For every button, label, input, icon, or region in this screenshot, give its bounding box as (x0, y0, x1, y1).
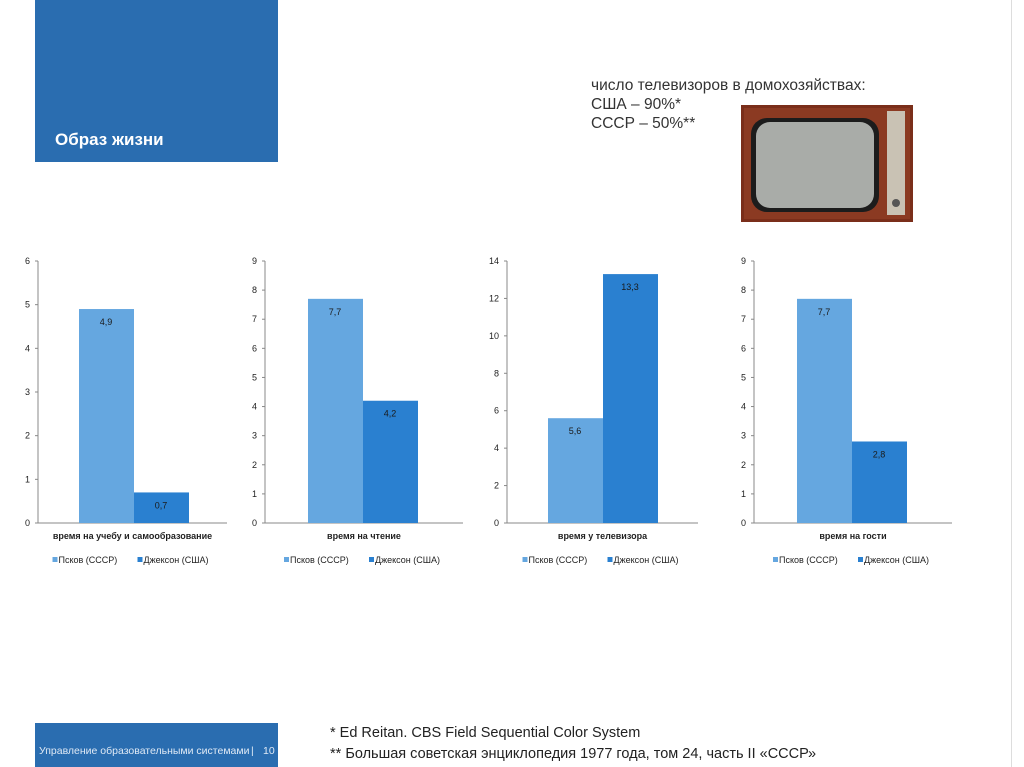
y-tick-label: 6 (741, 343, 746, 353)
data-label: 4,9 (100, 317, 113, 327)
bar-jackson (852, 441, 907, 523)
y-tick-label: 4 (494, 443, 499, 453)
bar-chart-2: 0 1 2 3 4 5 6 7 8 9 7,7 Псков (СССР) 4,2 Джексон (США… (252, 256, 463, 565)
y-tick-label: 1 (252, 489, 257, 499)
y-tick-label: 7 (252, 314, 257, 324)
y-tick-label: 8 (494, 368, 499, 378)
legend-label: Псков (СССР) (290, 555, 349, 565)
bar-jackson (603, 274, 658, 523)
y-tick-label: 5 (252, 372, 257, 382)
slide-border (1011, 0, 1012, 767)
legend-label: Джексон (США) (375, 555, 440, 565)
y-tick-label: 0 (25, 518, 30, 528)
page-number: 10 (263, 745, 275, 757)
legend-label: Псков (СССР) (59, 555, 118, 565)
legend-swatch (369, 557, 374, 562)
y-tick-label: 0 (252, 518, 257, 528)
category-label: время на учебу и самообразование (53, 531, 212, 541)
y-tick-label: 12 (489, 293, 499, 303)
y-tick-label: 4 (252, 402, 257, 412)
y-tick-label: 3 (741, 431, 746, 441)
y-tick-label: 7 (741, 314, 746, 324)
y-tick-label: 5 (741, 372, 746, 382)
bar-pskov (797, 298, 852, 523)
y-tick-label: 6 (25, 256, 30, 266)
bar-pskov (79, 309, 134, 523)
y-tick-label: 3 (252, 431, 257, 441)
legend-swatch (522, 557, 528, 562)
y-tick-label: 8 (741, 285, 746, 295)
footnote: * Ed Reitan. CBS Field Sequential Color … (330, 725, 641, 741)
y-tick-label: 1 (25, 474, 30, 484)
vintage-tv-image (741, 105, 913, 222)
y-tick-label: 9 (741, 256, 746, 266)
y-tick-label: 2 (252, 460, 257, 470)
y-tick-label: 9 (252, 256, 257, 266)
bar-jackson (134, 492, 189, 523)
legend-swatch (137, 557, 143, 562)
bar-chart-4: 0 1 2 3 4 5 6 7 8 9 7,7 Псков (СССР) 2,8 Джексон (США… (741, 256, 952, 565)
y-tick-label: 5 (25, 300, 30, 310)
y-tick-label: 2 (25, 431, 30, 441)
legend-label: Псков (СССР) (529, 555, 588, 565)
legend-label: Джексон (США) (144, 555, 209, 565)
tv-ownership-info: число телевизоров в домохозяйствах: США … (591, 76, 866, 133)
data-label: 7,7 (818, 307, 831, 317)
y-tick-label: 6 (252, 343, 257, 353)
data-label: 4,2 (384, 409, 397, 419)
bar-chart-1: 0 1 2 3 4 5 6 4,9 Псков (СССР) 0,7 Джексон (США) вр… (25, 256, 227, 565)
data-label: 5,6 (569, 426, 582, 436)
header-banner: Образ жизни (35, 0, 278, 162)
info-line: СССР – 50%** (591, 115, 696, 132)
data-label: 7,7 (329, 307, 342, 317)
y-tick-label: 6 (494, 406, 499, 416)
y-tick-label: 10 (489, 331, 499, 341)
info-line: число телевизоров в домохозяйствах: (591, 77, 866, 94)
y-tick-label: 0 (494, 518, 499, 528)
footer-text: Управление образовательными системами (39, 745, 250, 757)
data-label: 0,7 (155, 500, 168, 510)
data-label: 13,3 (621, 282, 639, 292)
y-tick-label: 4 (25, 343, 30, 353)
footer-bar: Управление образовательными системами | … (35, 723, 278, 767)
category-label: время на чтение (327, 531, 401, 541)
y-tick-label: 1 (741, 489, 746, 499)
legend-label: Джексон (США) (614, 555, 679, 565)
bar-chart-3: 0 2 4 6 8 10 12 14 5,6 Псков (СССР) 13,3 Джексон (С… (489, 256, 698, 565)
y-tick-label: 14 (489, 256, 499, 266)
info-line: США – 90%* (591, 96, 682, 113)
footnote: ** Большая советская энциклопедия 1977 г… (330, 746, 817, 762)
page-title: Образ жизни (55, 130, 164, 149)
legend-label: Джексон (США) (864, 555, 929, 565)
footer-separator: | (251, 745, 254, 757)
y-tick-label: 8 (252, 285, 257, 295)
legend-label: Псков (СССР) (779, 555, 838, 565)
y-tick-label: 2 (741, 460, 746, 470)
legend-swatch (607, 557, 613, 562)
legend-swatch (284, 557, 289, 562)
footnotes: * Ed Reitan. CBS Field Sequential Color … (330, 723, 816, 765)
legend-swatch (773, 557, 778, 562)
legend-swatch (858, 557, 863, 562)
y-tick-label: 3 (25, 387, 30, 397)
data-label: 2,8 (873, 449, 886, 459)
bar-jackson (363, 400, 418, 523)
y-tick-label: 0 (741, 518, 746, 528)
bar-pskov (308, 298, 363, 523)
y-tick-label: 4 (741, 402, 746, 412)
category-label: время на гости (819, 531, 886, 541)
category-label: время у телевизора (558, 531, 648, 541)
legend-swatch (52, 557, 58, 562)
y-tick-label: 2 (494, 481, 499, 491)
bar-pskov (548, 418, 603, 523)
